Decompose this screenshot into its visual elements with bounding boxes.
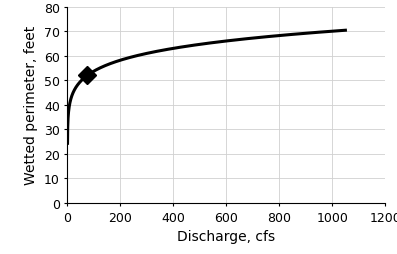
X-axis label: Discharge, cfs: Discharge, cfs xyxy=(177,229,276,243)
Y-axis label: Wetted perimeter, feet: Wetted perimeter, feet xyxy=(24,26,38,185)
